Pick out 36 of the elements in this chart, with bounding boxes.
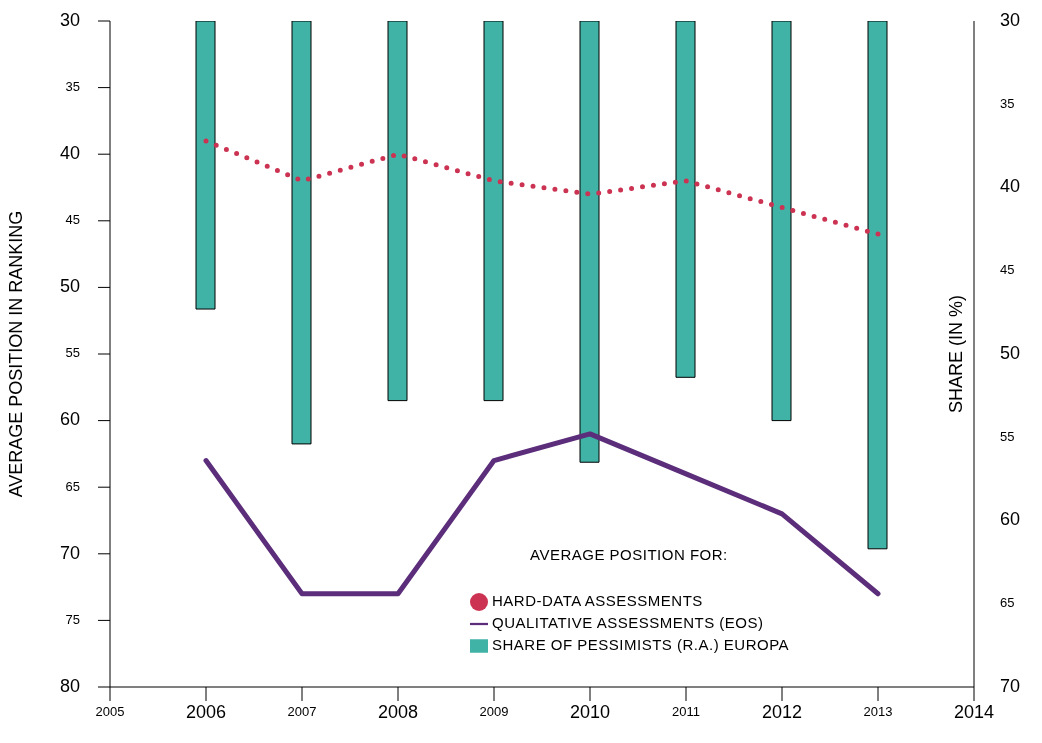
x-tick-label: 2005 <box>95 704 125 720</box>
y-axis-title: AVERAGE POSITION IN RANKING <box>6 210 27 498</box>
x-tick-label: 2007 <box>287 704 317 720</box>
x-tick-label: 2009 <box>479 704 509 720</box>
y-tick-label: 50 <box>59 276 80 297</box>
x-tick-label: 2012 <box>761 701 803 722</box>
legend-label: HARD-DATA ASSESSMENTS <box>492 592 703 609</box>
y-tick-label: 40 <box>59 142 80 163</box>
y2-tick-label: 30 <box>1000 9 1021 30</box>
x-tick-label: 2013 <box>863 704 893 720</box>
y-tick-label: 80 <box>59 675 80 696</box>
y2-tick-label: 40 <box>1000 176 1021 197</box>
y2-tick-label: 60 <box>1000 509 1021 530</box>
y-tick-label: 55 <box>65 345 80 361</box>
y-tick-label: 75 <box>65 611 80 627</box>
x-tick-label: 2006 <box>185 701 227 722</box>
x-tick-label: 2008 <box>377 701 419 722</box>
y-tick-label: 70 <box>59 542 80 563</box>
y-tick-label: 65 <box>65 478 80 494</box>
legend-title: AVERAGE POSITION FOR: <box>530 546 728 563</box>
legend-label: QUALITATIVE ASSESSMENTS (EOS) <box>492 614 764 631</box>
y2-tick-label: 55 <box>1000 428 1015 444</box>
y2-tick-label: 35 <box>1000 95 1015 111</box>
x-tick-label: 2011 <box>672 704 700 720</box>
y2-axis-title: SHARE (IN %) <box>946 294 967 414</box>
legend-label: SHARE OF PESSIMISTS (R.A.) EUROPA <box>492 636 790 653</box>
y-tick-label: 30 <box>59 9 80 30</box>
y-tick-label: 60 <box>59 409 80 430</box>
y2-tick-label: 65 <box>1000 595 1015 611</box>
y-tick-label: 45 <box>65 212 80 228</box>
x-tick-label: 2014 <box>953 701 995 722</box>
y-tick-label: 35 <box>65 79 80 95</box>
y2-tick-label: 70 <box>1000 675 1021 696</box>
y2-tick-label: 50 <box>1000 342 1021 363</box>
y2-tick-label: 45 <box>1000 262 1015 278</box>
x-tick-label: 2010 <box>569 701 611 722</box>
